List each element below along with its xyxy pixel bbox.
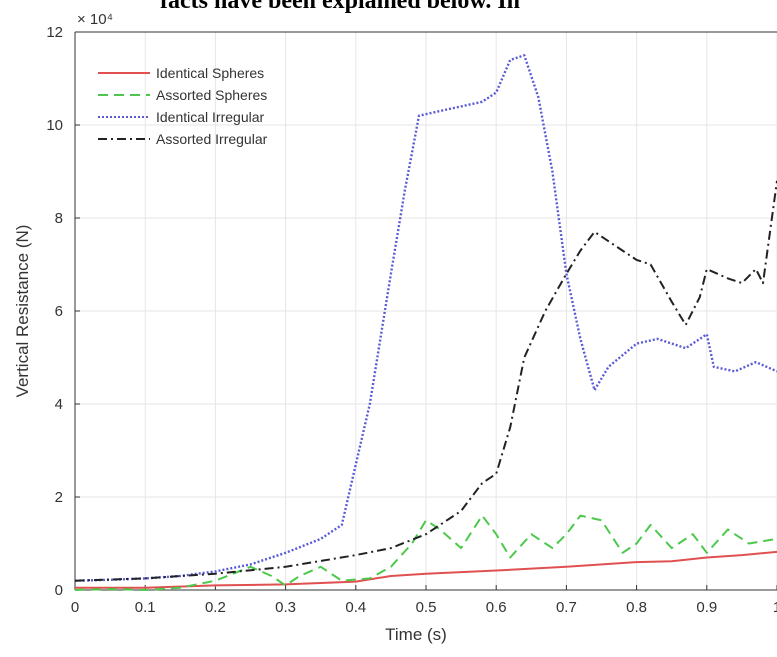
y-tick-label: 12 bbox=[46, 24, 63, 41]
series-layer bbox=[74, 54, 777, 591]
series-line-4 bbox=[74, 180, 777, 582]
x-tick-label: 0.4 bbox=[345, 599, 366, 616]
x-axis-label: Time (s) bbox=[385, 625, 447, 644]
legend: Identical Spheres Assorted Spheres Identic… bbox=[98, 65, 268, 147]
x-tick-label: 1 bbox=[773, 599, 777, 616]
x-tick-label: 0.9 bbox=[696, 599, 717, 616]
cropped-caption-text: facts have been explained below. In bbox=[160, 0, 521, 14]
series-line-2 bbox=[74, 514, 777, 591]
x-tick-label: 0.3 bbox=[275, 599, 296, 616]
legend-label: Assorted Irregular bbox=[156, 131, 268, 147]
series-line-1 bbox=[75, 550, 777, 589]
y-tick-label: 0 bbox=[55, 582, 63, 599]
y-axis-label: Vertical Resistance (N) bbox=[13, 225, 32, 398]
x-tick-label: 0 bbox=[71, 599, 79, 616]
y-tick-label: 8 bbox=[55, 210, 63, 227]
tick-labels: 00.10.20.30.40.50.60.70.80.91024681012 bbox=[46, 24, 777, 616]
legend-label: Assorted Spheres bbox=[156, 87, 267, 103]
y-tick-label: 4 bbox=[55, 396, 63, 413]
x-tick-label: 0.8 bbox=[626, 599, 647, 616]
x-tick-label: 0.7 bbox=[556, 599, 577, 616]
x-tick-label: 0.2 bbox=[205, 599, 226, 616]
x-tick-label: 0.1 bbox=[135, 599, 156, 616]
y-exponent-label: × 10⁴ bbox=[77, 11, 113, 28]
legend-label: Identical Irregular bbox=[156, 109, 265, 125]
x-tick-label: 0.5 bbox=[416, 599, 437, 616]
y-tick-label: 6 bbox=[55, 303, 63, 320]
x-tick-label: 0.6 bbox=[486, 599, 507, 616]
y-tick-label: 2 bbox=[55, 489, 63, 506]
legend-label: Identical Spheres bbox=[156, 65, 264, 81]
series-line-3 bbox=[74, 54, 777, 582]
y-tick-label: 10 bbox=[46, 117, 63, 134]
